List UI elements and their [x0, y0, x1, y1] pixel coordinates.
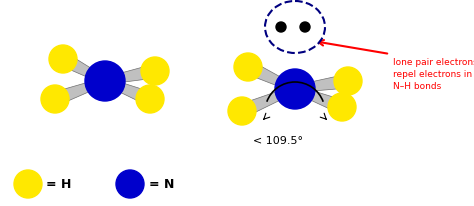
- Circle shape: [41, 85, 69, 114]
- Polygon shape: [60, 54, 107, 85]
- Circle shape: [300, 23, 310, 33]
- Circle shape: [228, 97, 256, 125]
- Circle shape: [136, 85, 164, 114]
- Circle shape: [116, 170, 144, 198]
- Polygon shape: [245, 61, 296, 93]
- Text: = H: = H: [46, 178, 72, 191]
- Circle shape: [141, 58, 169, 85]
- Circle shape: [275, 70, 315, 109]
- Circle shape: [276, 23, 286, 33]
- Circle shape: [328, 94, 356, 121]
- Polygon shape: [239, 86, 296, 118]
- Circle shape: [49, 46, 77, 74]
- Circle shape: [14, 170, 42, 198]
- Polygon shape: [104, 78, 153, 106]
- Circle shape: [334, 68, 362, 96]
- Circle shape: [234, 54, 262, 82]
- Text: < 109.5°: < 109.5°: [253, 135, 303, 145]
- Ellipse shape: [265, 2, 325, 54]
- Polygon shape: [294, 75, 349, 93]
- Polygon shape: [104, 65, 156, 85]
- Text: = N: = N: [149, 178, 174, 191]
- Polygon shape: [294, 86, 345, 114]
- Text: lone pair electrons
repel electrons in
N–H bonds: lone pair electrons repel electrons in N…: [393, 58, 474, 90]
- Polygon shape: [53, 78, 106, 106]
- Circle shape: [85, 62, 125, 102]
